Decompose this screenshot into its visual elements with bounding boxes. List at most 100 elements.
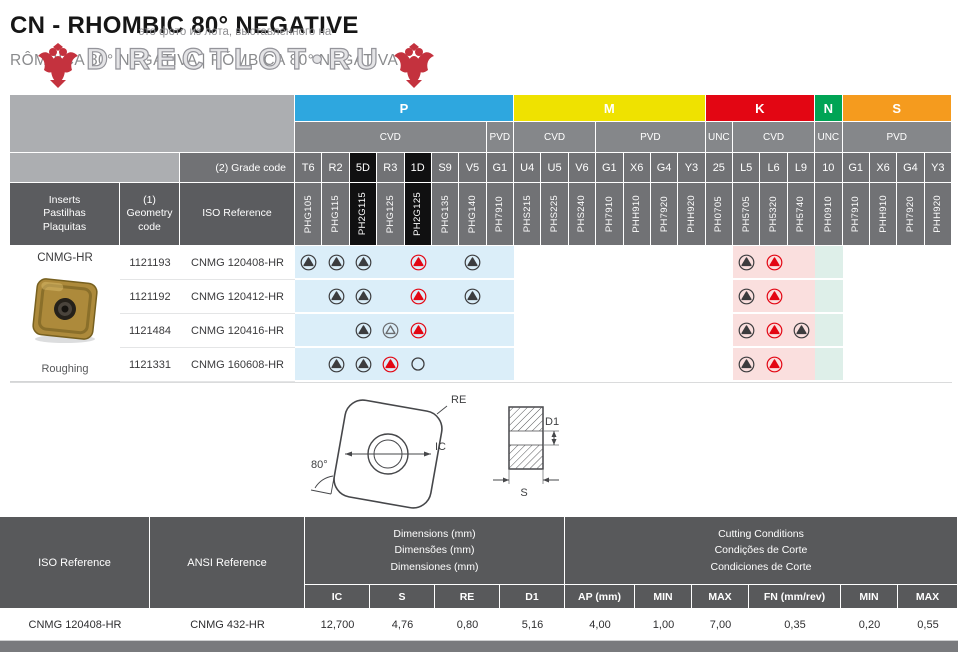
availability-empty-cell (650, 314, 679, 348)
availability-empty-cell (897, 246, 925, 280)
spec-iso-header: ISO Reference (0, 517, 150, 609)
iso-grade-PH2G125: PH2G125 (404, 183, 432, 246)
spec-subheader-6: MAX (692, 585, 749, 609)
grade-code-Y3: Y3 (924, 153, 952, 183)
availability-empty-cell (596, 348, 624, 382)
availability-marker-t-red (760, 246, 788, 280)
availability-empty-cell (541, 246, 569, 280)
ic-label: IC (435, 441, 446, 453)
availability-empty-cell (787, 246, 816, 280)
insert-top-view: RE IC 80° (310, 394, 466, 509)
material-group-N: N (815, 95, 843, 122)
availability-empty-cell (650, 280, 679, 314)
material-group-P: P (295, 95, 514, 122)
grade-code-U5: U5 (541, 153, 569, 183)
iso-grade-PHS225: PHS225 (541, 183, 569, 246)
insert-side-view: D1 S (493, 406, 559, 499)
availability-empty-cell (431, 314, 460, 348)
availability-empty-cell (842, 348, 870, 382)
availability-empty-cell (486, 314, 514, 348)
machining-type-label: Roughing (41, 363, 89, 375)
table-corner-spacer (10, 95, 295, 153)
iso-grade-PHG140: PHG140 (459, 183, 487, 246)
grade-code-Y3: Y3 (678, 153, 706, 183)
iso-reference-value: CNMG 120412-HR (180, 280, 295, 314)
availability-empty-cell (924, 348, 952, 382)
iso-grade-PHH920: PHH920 (678, 183, 706, 246)
availability-marker-t-red (760, 348, 788, 382)
left-spacer (10, 153, 180, 183)
iso-grade-PHG115: PHG115 (322, 183, 350, 246)
spec-subheader-5: MIN (635, 585, 692, 609)
availability-empty-cell (869, 314, 898, 348)
availability-marker-t-red (760, 314, 788, 348)
coating-type-header: CVD (733, 122, 816, 153)
spec-value: 7,00 (692, 609, 749, 641)
s-label: S (520, 487, 527, 499)
availability-empty-cell (486, 348, 514, 382)
availability-empty-cell (514, 246, 542, 280)
availability-empty-cell (842, 280, 870, 314)
availability-empty-cell (815, 348, 843, 382)
grade-code-L5: L5 (733, 153, 761, 183)
availability-marker-t-red (404, 280, 432, 314)
availability-empty-cell (705, 314, 733, 348)
grade-code-25: 25 (705, 153, 733, 183)
grade-code-G1: G1 (842, 153, 870, 183)
availability-empty-cell (459, 314, 487, 348)
availability-empty-cell (623, 246, 651, 280)
grade-code-V6: V6 (568, 153, 597, 183)
availability-empty-cell (678, 314, 706, 348)
coating-type-header: CVD (514, 122, 597, 153)
availability-marker-t-dark (349, 246, 378, 280)
availability-empty-cell (705, 348, 733, 382)
spec-subheader-3: D1 (500, 585, 565, 609)
spec-value: 4,00 (565, 609, 635, 641)
grade-code-5D: 5D (349, 153, 378, 183)
availability-empty-cell (377, 246, 405, 280)
availability-marker-t-dark (733, 348, 761, 382)
iso-grade-PH7920: PH7920 (897, 183, 925, 246)
availability-empty-cell (431, 246, 460, 280)
spec-subheader-7: FN (mm/rev) (749, 585, 841, 609)
iso-grade-PHH910: PHH910 (623, 183, 651, 246)
spec-subheader-4: AP (mm) (565, 585, 635, 609)
availability-empty-cell (842, 246, 870, 280)
availability-marker-t-red (377, 348, 405, 382)
iso-grade-PHS240: PHS240 (568, 183, 597, 246)
grade-code-G4: G4 (650, 153, 679, 183)
availability-empty-cell (541, 348, 569, 382)
iso-grade-PHH920: PHH920 (924, 183, 952, 246)
availability-empty-cell (377, 280, 405, 314)
grade-code-T6: T6 (295, 153, 323, 183)
iso-grade-PHS215: PHS215 (514, 183, 542, 246)
spec-value: 4,76 (370, 609, 435, 641)
availability-marker-t-red (760, 280, 788, 314)
coating-type-header: PVD (486, 122, 514, 153)
dimensions-header: Dimensions (mm) Dimensões (mm) Dimensiones… (305, 517, 565, 585)
availability-empty-cell (869, 348, 898, 382)
availability-empty-cell (541, 280, 569, 314)
spec-ansi-header: ANSI Reference (150, 517, 305, 609)
grade-code-L9: L9 (787, 153, 816, 183)
availability-empty-cell (568, 246, 597, 280)
availability-empty-cell (568, 314, 597, 348)
coating-type-header: CVD (295, 122, 487, 153)
availability-empty-cell (815, 280, 843, 314)
grade-availability-table: P M K N S CVD PVD CVD PVD UNC CVD UNC PVD (2) Grade c… (10, 95, 952, 383)
availability-marker-t-dark (322, 246, 350, 280)
availability-marker-t-dark (295, 246, 323, 280)
iso-reference-value: CNMG 120408-HR (180, 246, 295, 280)
iso-reference-value: CNMG 160608-HR (180, 348, 295, 382)
grade-code-G1: G1 (486, 153, 514, 183)
spec-subheader-8: MIN (841, 585, 898, 609)
material-group-S: S (842, 95, 952, 122)
availability-marker-t-dark (349, 348, 378, 382)
insert-name: CNMG-HR (37, 252, 93, 264)
spec-ansi-value: CNMG 432-HR (150, 609, 305, 641)
material-group-M: M (514, 95, 706, 122)
spec-value: 0,55 (898, 609, 958, 641)
availability-empty-cell (514, 280, 542, 314)
availability-marker-t-red (404, 246, 432, 280)
availability-empty-cell (623, 314, 651, 348)
